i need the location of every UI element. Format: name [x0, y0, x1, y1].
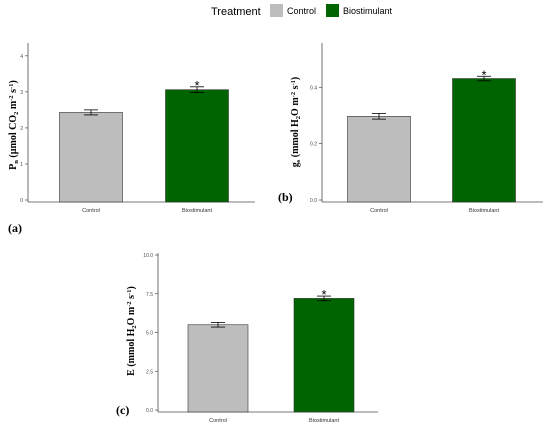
x-tick-label-c-control: Control	[209, 418, 227, 424]
legend-label-control: Control	[287, 6, 316, 16]
y-tick-label-b-1: 0.2	[310, 142, 317, 148]
y-tick-label-c-2: 5.0	[146, 331, 153, 337]
y-tick-label-c-3: 7.5	[146, 292, 153, 298]
y-axis-label-b: gs (mmol H2O m-2 s-1)	[290, 77, 302, 168]
y-tick-label-a-0: 0	[20, 198, 23, 204]
x-tick-label-a-control: Control	[82, 208, 100, 214]
panel-label-c: (c)	[116, 403, 130, 417]
significance-marker-c: *	[321, 287, 326, 302]
bar-c-biostimulant	[293, 298, 355, 413]
bar-b-biostimulant	[452, 78, 516, 203]
chart-panel-b: gs (mmol H2O m-2 s-1) 0.0 0.2 0.4 Control * B…	[290, 43, 543, 214]
legend-swatch-control	[270, 4, 283, 17]
y-tick-label-a-4: 4	[20, 54, 23, 60]
y-axis-label-c: E (mmol H2O m-2 s-1)	[126, 286, 138, 376]
chart-panel-c: E (mmol H2O m-2 s-1) 0.0 2.5 5.0 7.5 10.0 Con…	[126, 253, 378, 424]
legend-swatch-biostimulant	[326, 4, 339, 17]
y-tick-label-b-2: 0.4	[310, 85, 317, 91]
bar-a-biostimulant	[165, 89, 229, 203]
y-tick-label-a-1: 1	[20, 162, 23, 168]
legend-title: Treatment	[211, 6, 261, 18]
y-axis-label-a: Pn (µmol CO2 m-2 s-1)	[8, 80, 20, 170]
panel-label-b: (b)	[278, 190, 293, 204]
bar-b-control	[347, 116, 411, 203]
x-tick-label-a-biostimulant: Biostimulant	[182, 208, 212, 214]
chart-panel-a: Pn (µmol CO2 m-2 s-1) 0 1 2 3 4 Control * Biost…	[8, 43, 255, 214]
bar-c-control	[187, 324, 249, 413]
legend: Treatment Control Biostimulant	[211, 4, 393, 18]
y-tick-label-a-3: 3	[20, 90, 23, 96]
y-tick-label-c-0: 0.0	[146, 408, 153, 414]
x-tick-label-c-biostimulant: Biostimulant	[309, 418, 339, 424]
y-tick-label-b-0: 0.0	[310, 198, 317, 204]
y-tick-label-c-1: 2.5	[146, 369, 153, 375]
significance-marker-b: *	[481, 67, 486, 82]
y-tick-label-a-2: 2	[20, 126, 23, 132]
panel-label-a: (a)	[8, 221, 22, 235]
x-tick-label-b-biostimulant: Biostimulant	[469, 208, 499, 214]
x-tick-label-b-control: Control	[370, 208, 388, 214]
significance-marker-a: *	[194, 78, 199, 93]
y-tick-label-c-4: 10.0	[143, 253, 153, 259]
legend-label-biostimulant: Biostimulant	[343, 6, 393, 16]
bar-a-control	[59, 112, 123, 203]
